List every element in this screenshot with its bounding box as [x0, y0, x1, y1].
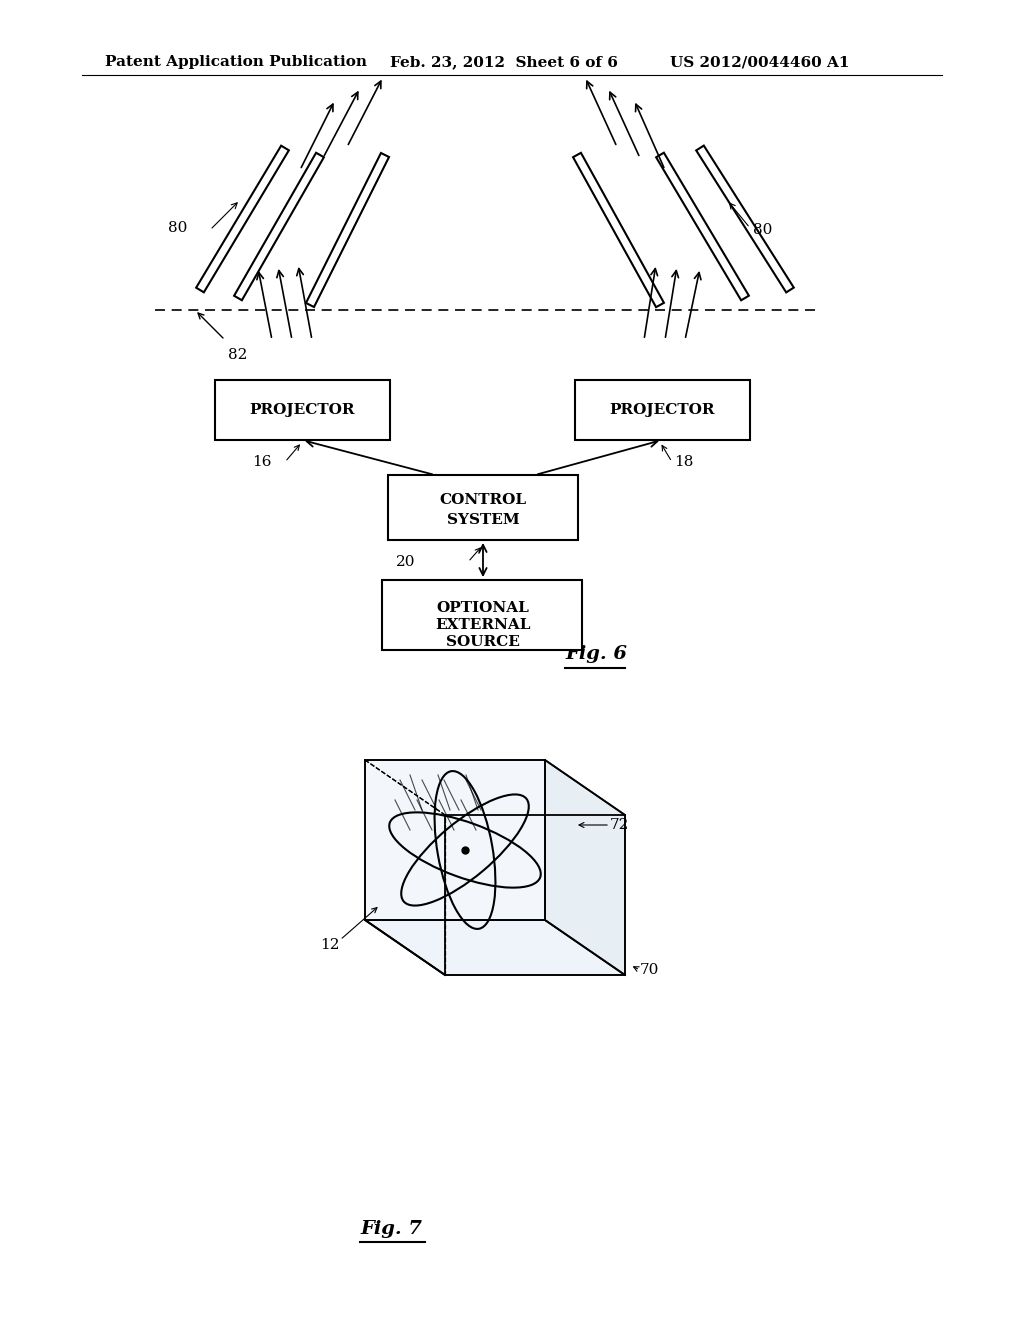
Text: 16: 16: [252, 455, 271, 469]
Polygon shape: [234, 153, 324, 300]
Text: 18: 18: [674, 455, 693, 469]
Polygon shape: [696, 145, 794, 293]
Polygon shape: [545, 760, 625, 975]
Text: US 2012/0044460 A1: US 2012/0044460 A1: [670, 55, 850, 69]
Text: 80: 80: [753, 223, 772, 238]
Text: 80: 80: [168, 220, 187, 235]
Polygon shape: [306, 153, 389, 308]
FancyBboxPatch shape: [215, 380, 390, 440]
Text: EXTERNAL: EXTERNAL: [435, 618, 530, 632]
Text: 82: 82: [228, 348, 248, 362]
Text: 62: 62: [530, 590, 550, 605]
Text: PROJECTOR: PROJECTOR: [249, 403, 354, 417]
Polygon shape: [365, 760, 545, 920]
Text: SYSTEM: SYSTEM: [446, 513, 519, 527]
Polygon shape: [197, 145, 289, 292]
Text: Feb. 23, 2012  Sheet 6 of 6: Feb. 23, 2012 Sheet 6 of 6: [390, 55, 617, 69]
Text: 12: 12: [319, 939, 340, 952]
FancyBboxPatch shape: [382, 579, 582, 649]
FancyBboxPatch shape: [388, 475, 578, 540]
Text: 72: 72: [610, 818, 630, 832]
Text: Fig. 7: Fig. 7: [360, 1220, 422, 1238]
Polygon shape: [365, 920, 625, 975]
Text: Fig. 6: Fig. 6: [565, 645, 627, 663]
Text: OPTIONAL: OPTIONAL: [436, 601, 529, 615]
Polygon shape: [573, 153, 664, 308]
Text: PROJECTOR: PROJECTOR: [609, 403, 715, 417]
Polygon shape: [656, 153, 749, 300]
Text: 70: 70: [640, 964, 659, 977]
Text: SOURCE: SOURCE: [446, 635, 520, 649]
Text: 20: 20: [396, 554, 416, 569]
FancyBboxPatch shape: [575, 380, 750, 440]
Text: Patent Application Publication: Patent Application Publication: [105, 55, 367, 69]
Text: CONTROL: CONTROL: [439, 492, 526, 507]
